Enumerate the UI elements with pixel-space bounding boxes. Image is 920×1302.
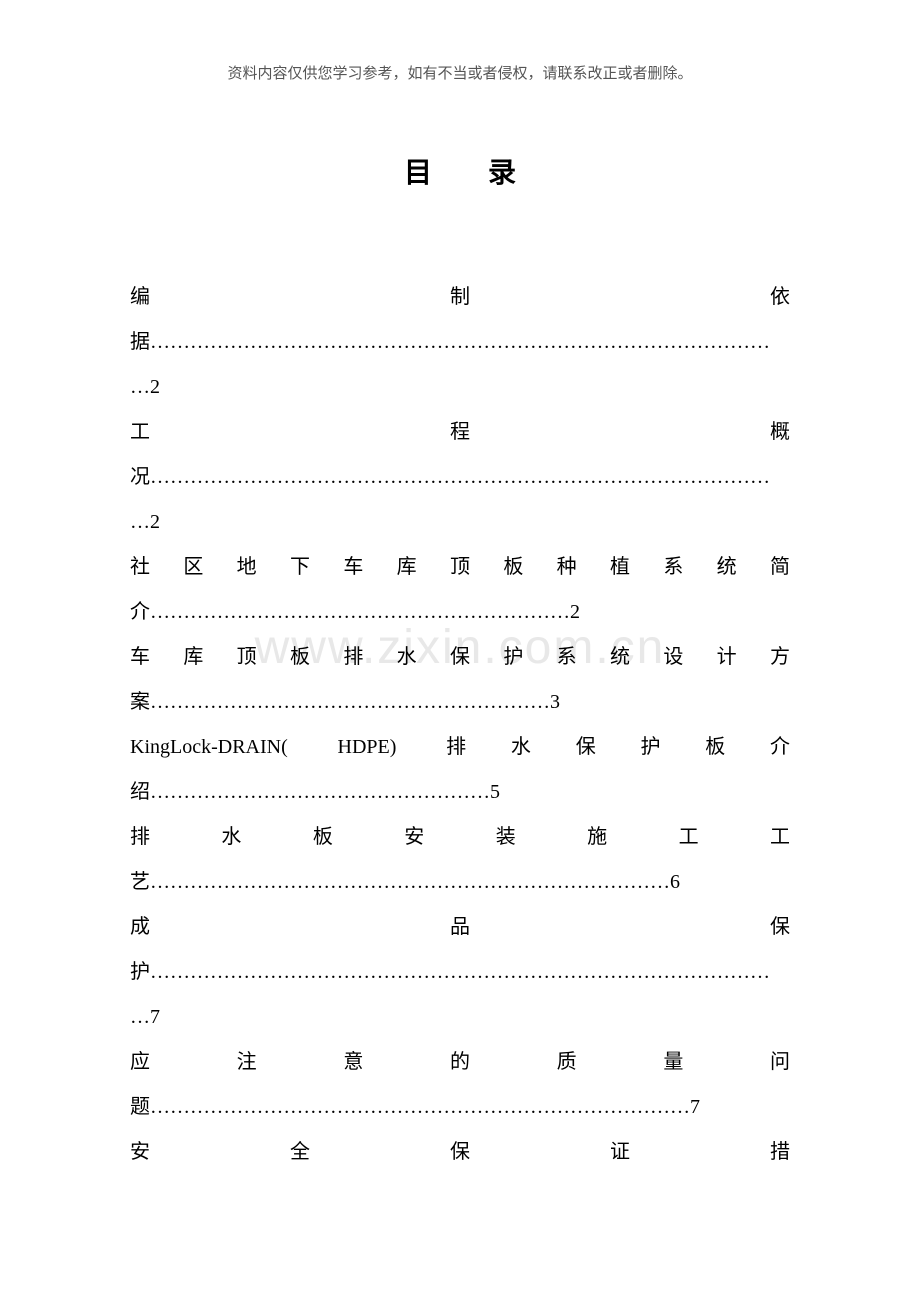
toc-item: 工程概 况………………………………………………………………………………… …2	[130, 410, 790, 545]
toc-text: 案……………………………………………………3	[130, 680, 790, 725]
toc-text: 排水板安装施工工	[130, 815, 790, 860]
toc-item: 成品保 护………………………………………………………………………………… …7	[130, 905, 790, 1040]
toc-text: 题………………………………………………………………………7	[130, 1085, 790, 1130]
toc-item: KingLock-DRAIN( HDPE) 排水保护板介 绍……………………………	[130, 725, 790, 815]
toc-content: 编制依 据………………………………………………………………………………… …2 …	[130, 275, 790, 1175]
toc-text: 成品保	[130, 905, 790, 950]
toc-item: 社区地下车库顶板种植系统简 介………………………………………………………2	[130, 545, 790, 635]
toc-text: …7	[130, 995, 790, 1040]
page-container: 资料内容仅供您学习参考，如有不当或者侵权，请联系改正或者删除。 目 录 编制依 …	[0, 0, 920, 1175]
toc-item: 车库顶板排水保护系统设计方 案……………………………………………………3	[130, 635, 790, 725]
toc-text: 护…………………………………………………………………………………	[130, 950, 790, 995]
toc-text: …2	[130, 365, 790, 410]
header-note: 资料内容仅供您学习参考，如有不当或者侵权，请联系改正或者删除。	[130, 62, 790, 83]
toc-text: 车库顶板排水保护系统设计方	[130, 635, 790, 680]
toc-text: 况…………………………………………………………………………………	[130, 455, 790, 500]
toc-text: 据…………………………………………………………………………………	[130, 320, 790, 365]
toc-text: KingLock-DRAIN( HDPE) 排水保护板介	[130, 725, 790, 770]
toc-item: 安全保证措	[130, 1130, 790, 1175]
toc-item: 编制依 据………………………………………………………………………………… …2	[130, 275, 790, 410]
toc-text: 社区地下车库顶板种植系统简	[130, 545, 790, 590]
toc-text: …2	[130, 500, 790, 545]
toc-text: 编制依	[130, 275, 790, 320]
toc-text: 介………………………………………………………2	[130, 590, 790, 635]
toc-item: 排水板安装施工工 艺……………………………………………………………………6	[130, 815, 790, 905]
toc-text: 应注意的质量问	[130, 1040, 790, 1085]
toc-text: 安全保证措	[130, 1130, 790, 1175]
toc-title: 目 录	[130, 151, 790, 191]
toc-item: 应注意的质量问 题………………………………………………………………………7	[130, 1040, 790, 1130]
toc-text: 绍……………………………………………5	[130, 770, 790, 815]
toc-text: 艺……………………………………………………………………6	[130, 860, 790, 905]
toc-text: 工程概	[130, 410, 790, 455]
